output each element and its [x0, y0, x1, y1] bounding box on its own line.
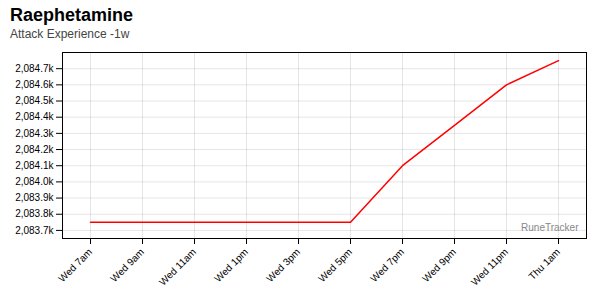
svg-text:Wed 11pm: Wed 11pm: [469, 246, 510, 287]
svg-text:2,084.7k: 2,084.7k: [15, 63, 54, 74]
svg-text:Wed 3pm: Wed 3pm: [264, 246, 302, 284]
svg-text:Wed 9pm: Wed 9pm: [420, 246, 458, 284]
svg-text:Wed 7am: Wed 7am: [56, 246, 94, 284]
svg-text:2,084.6k: 2,084.6k: [15, 79, 54, 90]
svg-text:Wed 5pm: Wed 5pm: [316, 246, 354, 284]
svg-text:Wed 7pm: Wed 7pm: [368, 246, 406, 284]
html-text:Attack Experience -1w: Attack Experience -1w: [10, 27, 130, 41]
svg-text:2,083.8k: 2,083.8k: [15, 208, 54, 219]
svg-text:2,084.2k: 2,084.2k: [15, 144, 54, 155]
svg-text:2,084.4k: 2,084.4k: [15, 111, 54, 122]
svg-text:2,084.3k: 2,084.3k: [15, 128, 54, 139]
svg-text:Wed 11am: Wed 11am: [157, 246, 198, 287]
svg-text:Thu 1am: Thu 1am: [526, 246, 562, 282]
svg-text:Wed 9am: Wed 9am: [108, 246, 146, 284]
svg-text:Wed 1pm: Wed 1pm: [212, 246, 250, 284]
svg-text:2,084.0k: 2,084.0k: [15, 176, 54, 187]
svg-text:2,084.5k: 2,084.5k: [15, 95, 54, 106]
svg-text:2,083.7k: 2,083.7k: [15, 225, 54, 236]
svg-text:2,084.1k: 2,084.1k: [15, 160, 54, 171]
svg-text:2,083.9k: 2,083.9k: [15, 192, 54, 203]
html-text:Raephetamine: Raephetamine: [10, 5, 133, 25]
svg-text:RuneTracker: RuneTracker: [521, 222, 579, 233]
